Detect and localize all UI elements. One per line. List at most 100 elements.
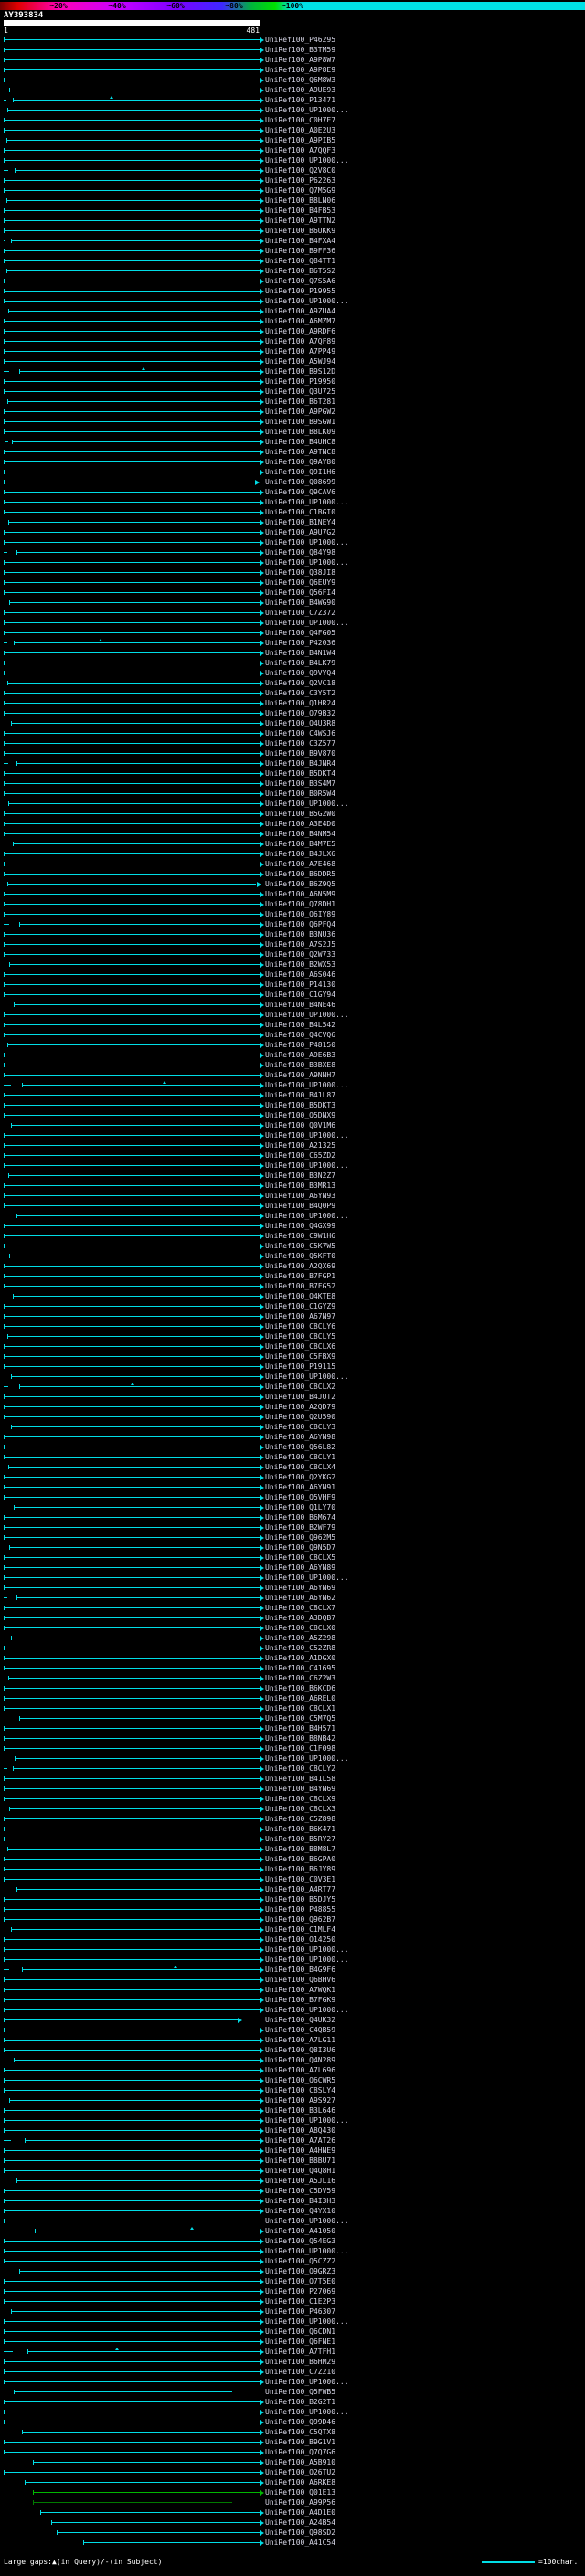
subject-label[interactable]: UniRef100_UP1000... — [265, 2116, 349, 2125]
subject-label[interactable]: UniRef100_B3TM59 — [265, 46, 336, 54]
hit-bar[interactable] — [4, 2321, 260, 2322]
subject-label[interactable]: UniRef100_Q962B7 — [265, 1915, 336, 1924]
subject-label[interactable]: UniRef100_A7L696 — [265, 2066, 336, 2074]
subject-label[interactable]: UniRef100_B4UHC8 — [265, 438, 336, 446]
subject-label[interactable]: UniRef100_UP1000... — [265, 1574, 349, 1582]
hit-bar[interactable] — [4, 793, 260, 794]
subject-label[interactable]: UniRef100_UP1000... — [265, 2006, 349, 2014]
subject-label[interactable]: UniRef100_A9E6B3 — [265, 1051, 336, 1059]
subject-label[interactable]: UniRef100_C4WSJ6 — [265, 729, 336, 737]
hit-bar[interactable] — [4, 1688, 260, 1689]
subject-label[interactable]: UniRef100_A9P8E9 — [265, 66, 336, 74]
hit-bar[interactable] — [9, 1547, 260, 1548]
hit-bar[interactable] — [4, 1919, 260, 1920]
hit-bar[interactable] — [12, 1768, 260, 1769]
subject-label[interactable]: UniRef100_B7FG52 — [265, 1282, 336, 1290]
hit-bar[interactable] — [14, 1507, 260, 1508]
hit-bar[interactable] — [4, 2341, 260, 2342]
subject-label[interactable]: UniRef100_B7FGP1 — [265, 1272, 336, 1280]
subject-label[interactable]: UniRef100_B6GPA0 — [265, 1855, 336, 1863]
hit-bar[interactable] — [4, 1859, 260, 1860]
subject-label[interactable]: UniRef100_B4Q0P9 — [265, 1202, 336, 1210]
hit-bar[interactable] — [4, 622, 260, 623]
hit-bar[interactable] — [7, 401, 260, 402]
subject-label[interactable]: UniRef100_B3MR13 — [265, 1182, 336, 1190]
subject-label[interactable]: UniRef100_B8BU71 — [265, 2157, 336, 2165]
subject-label[interactable]: UniRef100_UP1000... — [265, 2378, 349, 2386]
subject-label[interactable]: UniRef100_B6T281 — [265, 398, 336, 406]
subject-label[interactable]: UniRef100_B3L646 — [265, 2106, 336, 2115]
hit-bar[interactable] — [5, 270, 260, 271]
hit-bar[interactable] — [4, 1085, 12, 1086]
hit-bar[interactable] — [4, 1235, 260, 1236]
subject-label[interactable]: UniRef100_C1MLF4 — [265, 1925, 336, 1934]
hit-bar[interactable] — [4, 1768, 7, 1769]
subject-label[interactable]: UniRef100_B41L58 — [265, 1775, 336, 1783]
hit-bar[interactable] — [4, 2472, 260, 2473]
hit-bar[interactable] — [4, 1155, 260, 1156]
hit-bar[interactable] — [18, 2271, 260, 2272]
subject-label[interactable]: UniRef100_P19955 — [265, 287, 336, 295]
subject-label[interactable]: UniRef100_O14250 — [265, 1935, 336, 1944]
hit-bar[interactable] — [4, 552, 8, 553]
subject-label[interactable]: UniRef100_Q08699 — [265, 478, 336, 486]
subject-label[interactable]: UniRef100_B4FXA4 — [265, 237, 336, 245]
subject-label[interactable]: UniRef100_C5QTX8 — [265, 2428, 336, 2436]
hit-bar[interactable] — [4, 1527, 260, 1528]
subject-label[interactable]: UniRef100_B7FGK9 — [265, 1996, 336, 2004]
hit-bar[interactable] — [4, 1316, 260, 1317]
subject-label[interactable]: UniRef100_Q2V8C0 — [265, 166, 336, 175]
hit-bar[interactable] — [4, 562, 260, 563]
hit-bar[interactable] — [4, 2170, 260, 2171]
subject-label[interactable]: UniRef100_Q9N5D7 — [265, 1543, 336, 1552]
subject-label[interactable]: UniRef100_C7Z210 — [265, 2368, 336, 2376]
hit-bar[interactable] — [50, 2522, 260, 2523]
subject-label[interactable]: UniRef100_A6MZM7 — [265, 317, 336, 325]
subject-label[interactable]: UniRef100_UP1000... — [265, 558, 349, 567]
subject-label[interactable]: UniRef100_Q56L82 — [265, 1443, 336, 1451]
hit-bar[interactable] — [4, 1356, 260, 1357]
hit-bar[interactable] — [4, 331, 260, 332]
hit-bar[interactable] — [4, 1949, 260, 1950]
subject-label[interactable]: UniRef100_UP1000... — [265, 1131, 349, 1140]
hit-bar[interactable] — [4, 2090, 260, 2091]
hit-bar[interactable] — [4, 1165, 260, 1166]
subject-label[interactable]: UniRef100_A9RDF6 — [265, 327, 336, 335]
hit-bar[interactable] — [4, 451, 260, 452]
subject-label[interactable]: UniRef100_B8NB42 — [265, 1734, 336, 1743]
hit-bar[interactable] — [4, 1105, 260, 1106]
hit-bar[interactable] — [4, 823, 260, 824]
hit-bar[interactable] — [4, 1115, 260, 1116]
subject-label[interactable]: UniRef100_P13471 — [265, 96, 336, 104]
hit-bar[interactable] — [4, 1095, 260, 1096]
subject-label[interactable]: UniRef100_P19950 — [265, 377, 336, 386]
subject-label[interactable]: UniRef100_Q1HR24 — [265, 699, 336, 707]
hit-bar[interactable] — [7, 1336, 260, 1337]
hit-bar[interactable] — [4, 69, 260, 70]
hit-bar[interactable] — [4, 341, 260, 342]
subject-label[interactable]: UniRef100_B5G2W0 — [265, 810, 336, 818]
subject-label[interactable]: UniRef100_C41695 — [265, 1664, 336, 1672]
hit-bar[interactable] — [4, 1457, 260, 1458]
hit-bar[interactable] — [21, 1969, 260, 1970]
subject-label[interactable]: UniRef100_B6UKK9 — [265, 227, 336, 235]
hit-bar[interactable] — [4, 1366, 260, 1367]
subject-label[interactable]: UniRef100_C1GYZ9 — [265, 1302, 336, 1310]
hit-bar[interactable] — [4, 250, 260, 251]
hit-bar[interactable] — [4, 1266, 260, 1267]
hit-bar[interactable] — [9, 1808, 260, 1809]
hit-bar[interactable] — [4, 703, 260, 704]
hit-bar[interactable] — [5, 140, 260, 141]
hit-bar[interactable] — [4, 1999, 260, 2000]
hit-bar[interactable] — [82, 2542, 260, 2543]
subject-label[interactable]: UniRef100_C9W1H6 — [265, 1232, 336, 1240]
subject-label[interactable]: UniRef100_A7QQF3 — [265, 146, 336, 154]
hit-bar[interactable] — [12, 843, 260, 844]
subject-label[interactable]: UniRef100_Q7T5E0 — [265, 2277, 336, 2285]
hit-bar[interactable] — [4, 2080, 260, 2081]
subject-label[interactable]: UniRef100_Q9AY80 — [265, 458, 336, 466]
hit-bar[interactable] — [4, 1728, 260, 1729]
subject-label[interactable]: UniRef100_A6YN89 — [265, 1564, 336, 1572]
hit-bar[interactable] — [4, 1185, 260, 1186]
hit-bar[interactable] — [4, 783, 260, 784]
